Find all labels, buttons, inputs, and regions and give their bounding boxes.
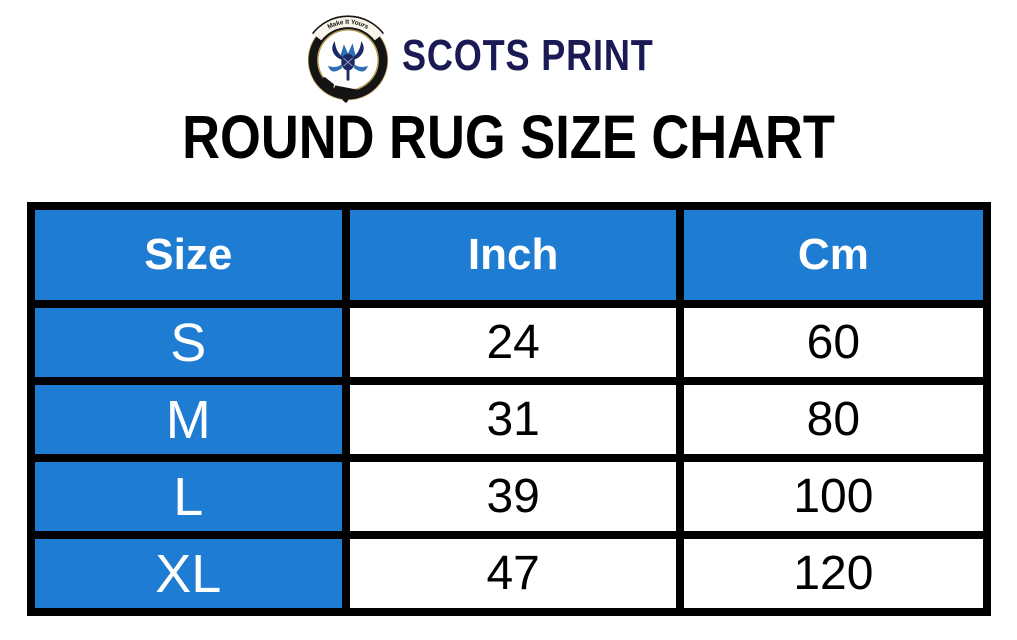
size-cell: XL	[26, 531, 351, 616]
cm-cell: 60	[676, 300, 991, 385]
inch-cell: 47	[342, 531, 685, 616]
table-row: XL 47 120	[26, 531, 991, 616]
size-chart-table: Size Inch Cm S 24 60 M 31 80 L 39 100 XL…	[26, 202, 991, 616]
motto-banner: Make It Yours	[312, 15, 385, 42]
clan-crest-badge-icon: Make It Yours	[308, 15, 389, 103]
cm-cell: 80	[676, 377, 991, 462]
cm-cell: 100	[676, 454, 991, 539]
table-header-row: Size Inch Cm	[26, 202, 991, 308]
header-cell-inch: Inch	[342, 202, 685, 308]
inch-cell: 24	[342, 300, 685, 385]
table-row: S 24 60	[26, 300, 991, 385]
brand-header: Make It Yours SCOTS PRINT	[0, 0, 1017, 104]
header-cell-size: Size	[26, 202, 351, 308]
page-title-wrap: ROUND RUG SIZE CHART	[0, 106, 1017, 168]
header-cell-cm: Cm	[676, 202, 991, 308]
inch-cell: 31	[342, 377, 685, 462]
size-cell: L	[26, 454, 351, 539]
brand-name: SCOTS PRINT	[402, 31, 654, 80]
table-row: M 31 80	[26, 377, 991, 462]
size-cell: S	[26, 300, 351, 385]
inch-cell: 39	[342, 454, 685, 539]
thistle-icon	[328, 41, 369, 81]
table-row: L 39 100	[26, 454, 991, 539]
size-cell: M	[26, 377, 351, 462]
belt-buckle-icon	[319, 77, 362, 103]
page-title: ROUND RUG SIZE CHART	[182, 103, 835, 171]
cm-cell: 120	[676, 531, 991, 616]
